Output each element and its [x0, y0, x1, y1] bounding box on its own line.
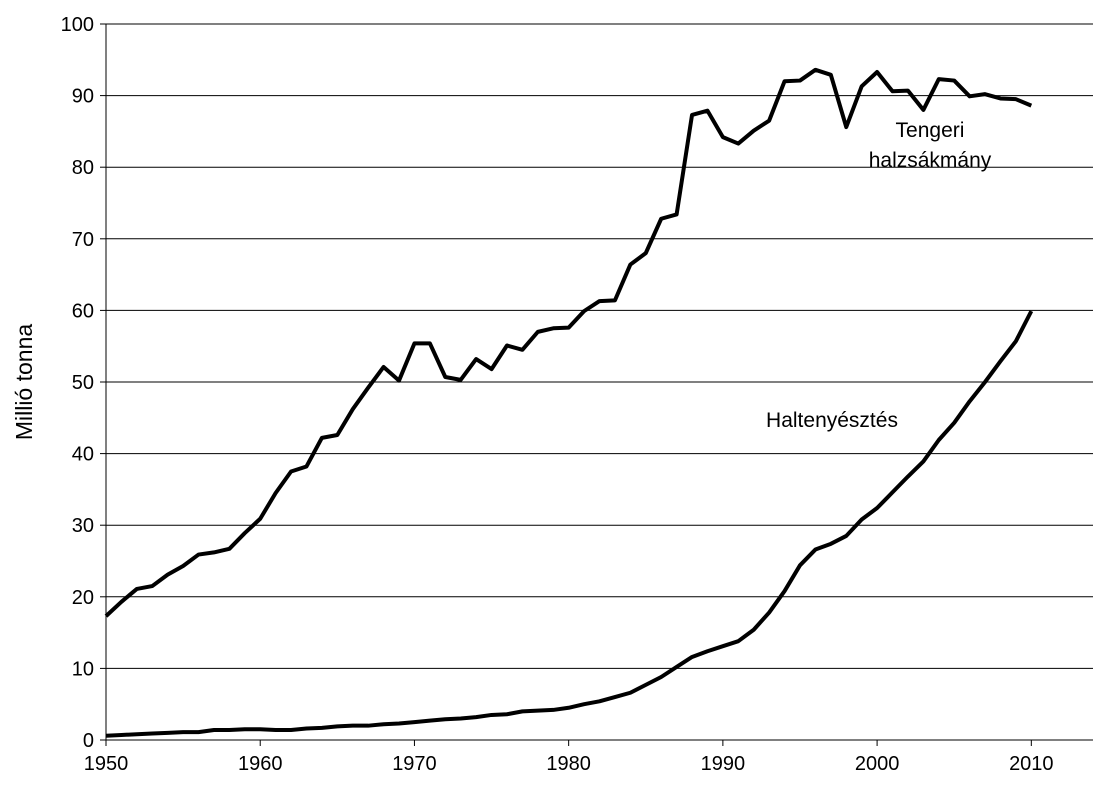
- y-tick-label: 80: [72, 157, 94, 179]
- x-tick-label: 2010: [1009, 753, 1054, 775]
- y-tick-label: 50: [72, 372, 94, 394]
- y-axis-label: Millió tonna: [11, 324, 37, 441]
- y-tick-label: 60: [72, 300, 94, 322]
- y-tick-label: 100: [61, 14, 94, 36]
- x-tick-label: 1970: [392, 753, 437, 775]
- x-tick-label: 1980: [546, 753, 591, 775]
- y-tick-label: 90: [72, 86, 94, 108]
- y-tick-label: 70: [72, 229, 94, 251]
- x-tick-label: 1950: [84, 753, 129, 775]
- y-tick-label: 40: [72, 444, 94, 466]
- x-tick-label: 2000: [855, 753, 900, 775]
- y-tick-label: 10: [72, 658, 94, 680]
- series-label: Haltenyésztés: [766, 409, 898, 432]
- x-tick-label: 1990: [701, 753, 746, 775]
- data-line: [104, 67, 1033, 618]
- x-tick-label: 1960: [238, 753, 283, 775]
- data-line: [105, 310, 1034, 738]
- series-label: Tengeri halzsákmány: [868, 119, 992, 172]
- y-tick-label: 30: [72, 515, 94, 537]
- y-tick-label: 20: [72, 587, 94, 609]
- y-tick-label: 0: [83, 730, 94, 752]
